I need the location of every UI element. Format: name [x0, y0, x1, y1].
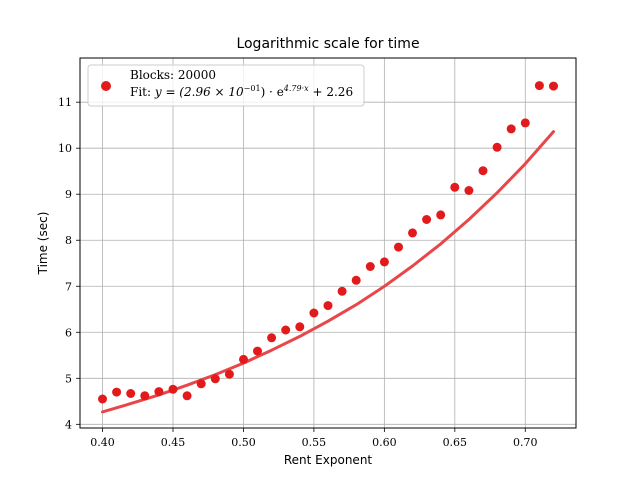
y-tick-label: 7: [65, 280, 72, 293]
data-point: [379, 257, 389, 267]
data-point: [126, 389, 136, 398]
y-tick-label: 6: [65, 326, 72, 339]
y-tick-label: 11: [58, 96, 72, 109]
legend-fit-formula: y = (2.96 × 10: [154, 85, 244, 99]
plot-frame: [79, 57, 577, 429]
data-point: [492, 142, 502, 152]
data-point: [210, 374, 220, 384]
x-tick-label: 0.45: [161, 436, 186, 449]
legend-fit-exponent: −01: [244, 84, 261, 93]
data-point: [422, 215, 432, 224]
data-point: [309, 308, 319, 318]
data-point: [506, 124, 516, 134]
y-tick-label: 4: [65, 418, 72, 431]
legend: Blocks: 20000 Fit: y = (2.96 × 10−01) · …: [87, 64, 365, 107]
legend-fit-suffix: + 2.26: [309, 85, 353, 99]
data-point: [224, 369, 234, 379]
x-tick-label: 0.50: [231, 436, 256, 449]
data-point: [112, 387, 122, 397]
points-layer: [98, 81, 558, 404]
data-point: [140, 391, 150, 401]
data-point: [154, 387, 164, 397]
legend-fit-exponent-2: 4.79·x: [283, 84, 309, 93]
fit-line: [101, 130, 555, 414]
data-point: [408, 228, 417, 238]
x-tick-label: 0.65: [443, 436, 468, 449]
x-axis-label: Rent Exponent: [284, 453, 373, 467]
legend-fit-prefix: Fit:: [130, 85, 155, 99]
data-point: [450, 182, 460, 192]
x-tick-label: 0.55: [302, 436, 327, 449]
y-tick-label: 5: [65, 372, 72, 385]
data-point: [394, 242, 403, 252]
data-point: [436, 210, 446, 220]
y-axis-label: Time (sec): [36, 212, 50, 276]
data-point: [295, 322, 305, 332]
y-tick-label: 10: [58, 142, 72, 155]
data-point: [520, 118, 530, 128]
data-point: [196, 379, 206, 389]
x-tick-label: 0.60: [372, 436, 397, 449]
legend-series-label: Blocks: 20000: [130, 68, 216, 82]
data-point: [182, 391, 192, 401]
data-point: [351, 275, 361, 285]
chart-title: Logarithmic scale for time: [236, 36, 419, 52]
data-point: [464, 186, 474, 195]
data-point: [267, 333, 277, 343]
y-tick-label: 9: [65, 188, 72, 201]
data-point: [168, 384, 178, 394]
data-point: [281, 325, 291, 335]
x-tick-label: 0.70: [513, 436, 538, 449]
fit-layer: [101, 130, 555, 414]
y-tick-label: 8: [65, 234, 72, 247]
legend-fit-mid: ) · e: [261, 85, 284, 99]
data-point: [239, 354, 248, 364]
legend-fit-label: Fit: y = (2.96 × 10−01) · e4.79·x + 2.26: [130, 84, 353, 99]
data-point: [549, 81, 558, 91]
ticks: 0.40 0.45 0.50 0.55 0.60 0.65 0.70 4 5 6 7 8 9 10 11: [58, 96, 538, 449]
data-point: [323, 301, 333, 311]
data-point: [337, 286, 347, 296]
data-point: [98, 394, 107, 404]
data-point: [365, 262, 375, 271]
data-point: [253, 346, 262, 356]
x-tick-label: 0.40: [90, 436, 115, 449]
data-point: [478, 166, 488, 176]
data-point: [534, 81, 544, 91]
legend-marker: [101, 81, 111, 91]
legend-box: [87, 64, 365, 107]
